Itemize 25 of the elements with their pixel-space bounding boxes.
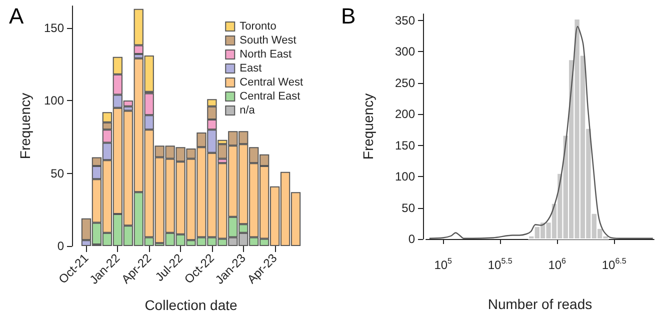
y-tick-label: 50: [402, 200, 416, 215]
y-tick-label: 0: [408, 232, 416, 246]
y-tick-label: 0: [57, 239, 64, 253]
y-tick-label: 100: [44, 94, 64, 108]
y-axis-title: Frequency: [360, 93, 376, 160]
x-axis-title: Collection date: [144, 297, 238, 313]
chart-title: B: [341, 4, 356, 28]
y-tick-label: 200: [394, 107, 416, 121]
legend-label: Central West: [240, 76, 303, 88]
legend-label: n/a: [240, 104, 256, 116]
y-tick-label: 350: [394, 13, 416, 28]
x-axis-title: Number of reads: [488, 296, 592, 312]
y-tick-label: 100: [394, 170, 416, 184]
legend-label: East: [240, 62, 262, 74]
y-tick-label: 150: [44, 20, 64, 35]
y-tick-label: 300: [394, 44, 416, 58]
legend-label: Toronto: [240, 20, 276, 32]
y-tick-label: 150: [394, 138, 416, 152]
legend-label: North East: [240, 48, 292, 60]
legend-label: South West: [240, 34, 296, 46]
y-tick-label: 50: [50, 166, 64, 180]
y-axis-title: Frequency: [17, 92, 33, 160]
chart-title: A: [9, 4, 24, 28]
legend-label: Central East: [240, 90, 300, 102]
y-tick-label: 250: [394, 76, 416, 90]
